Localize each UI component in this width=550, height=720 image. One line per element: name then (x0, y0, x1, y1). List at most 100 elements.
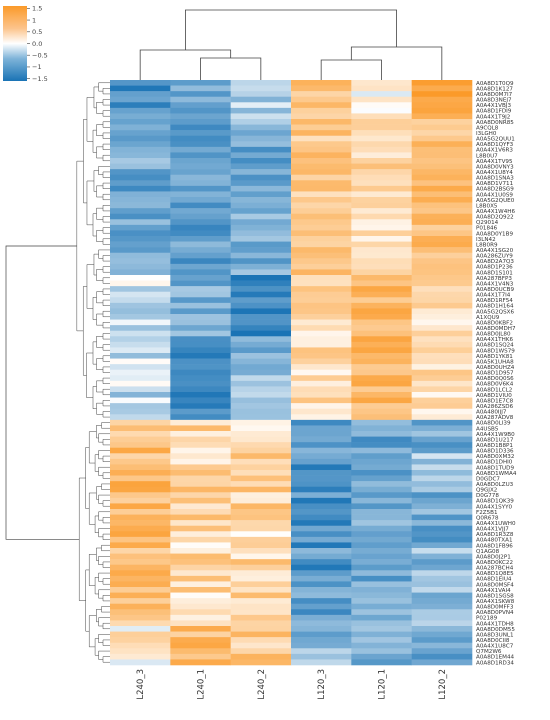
heatmap-cell (230, 146, 292, 153)
heatmap-cell (351, 403, 412, 410)
heatmap-cell (170, 631, 231, 638)
heatmap-cell (170, 514, 231, 521)
heatmap-cell (230, 564, 292, 571)
heatmap-cell (411, 158, 473, 164)
heatmap-cell (411, 224, 473, 231)
heatmap-cell (170, 603, 231, 610)
row-label: A0A4X1W9B0 (476, 432, 515, 438)
heatmap-cell (230, 392, 292, 398)
heatmap-cell (170, 380, 231, 387)
heatmap-cell (291, 653, 352, 660)
heatmap-cell (411, 291, 473, 298)
heatmap-cell (411, 447, 473, 454)
row-dendrogram-branch (96, 425, 102, 439)
row-label: A0A8D1S101 (476, 270, 513, 276)
heatmap-cell (291, 581, 352, 588)
heatmap-cell (291, 414, 352, 421)
heatmap-cell (230, 286, 292, 293)
row-dendrogram-branch (102, 266, 110, 273)
heatmap-cell (291, 637, 352, 644)
heatmap-cell (110, 481, 171, 488)
column-dendrogram-branch (320, 59, 382, 80)
row-label: A0A8D1B8P1 (476, 443, 513, 449)
heatmap-cell (110, 213, 171, 220)
heatmap-cell (170, 336, 231, 343)
heatmap-cell (291, 96, 352, 103)
heatmap-cell (230, 587, 292, 593)
row-dendrogram-branch (102, 411, 110, 418)
heatmap-cell (230, 497, 292, 504)
row-label: Q0R678 (476, 515, 499, 521)
row-dendrogram-branch (102, 388, 110, 396)
heatmap-cell (230, 230, 292, 237)
heatmap-cell (110, 191, 171, 198)
heatmap-cell (230, 626, 292, 632)
row-dendrogram-branch (102, 121, 110, 128)
heatmap-cell (230, 375, 292, 382)
heatmap-cell (351, 96, 412, 103)
heatmap-cell (170, 520, 231, 527)
heatmap-cell (170, 258, 231, 265)
heatmap-cell (411, 152, 473, 159)
heatmap-cell (230, 124, 292, 131)
heatmap-cell (411, 648, 473, 655)
heatmap-cell (110, 297, 171, 304)
heatmap-cell (291, 247, 352, 254)
heatmap-cell (411, 470, 473, 476)
row-dendrogram-branch (102, 561, 110, 568)
heatmap-cell (411, 208, 473, 215)
heatmap-cells (110, 80, 473, 666)
heatmap-cell (230, 470, 292, 476)
heatmap-cell (411, 258, 473, 265)
heatmap-cell (291, 241, 352, 248)
heatmap-cell (411, 475, 473, 482)
heatmap-cell (110, 275, 171, 281)
heatmap-cell (291, 280, 352, 287)
heatmap-cell (291, 592, 352, 599)
row-dendrogram-branch (102, 99, 110, 106)
row-dendrogram-branch (102, 299, 110, 306)
heatmap-cell (351, 107, 412, 114)
heatmap-cell (411, 520, 473, 527)
row-dendrogram-branch (98, 249, 110, 259)
heatmap-cell (230, 241, 292, 248)
heatmap-cell (351, 559, 412, 566)
heatmap-cell (411, 347, 473, 354)
row-label: A0A8D0VNY3 (476, 164, 514, 170)
heatmap-cell (291, 308, 352, 315)
heatmap-cell (170, 470, 231, 476)
heatmap-cell (230, 475, 292, 482)
column-dendrogram-branch (139, 49, 232, 80)
heatmap-cell (170, 614, 231, 621)
row-dendrogram-branch (102, 238, 110, 245)
heatmap-cell (170, 286, 231, 293)
heatmap-cell (351, 141, 412, 148)
heatmap-cell (110, 631, 171, 638)
heatmap-cell (170, 197, 231, 203)
row-label: Q9GJX2 (476, 488, 497, 494)
heatmap-cell (110, 96, 171, 103)
heatmap-cell (230, 442, 292, 449)
heatmap-cell (110, 130, 171, 137)
heatmap-cell (230, 631, 292, 638)
heatmap-cell (351, 275, 412, 281)
row-label: A1XQU9 (476, 315, 500, 321)
heatmap-cell (170, 581, 231, 588)
heatmap-cell (170, 191, 231, 198)
heatmap-cell (291, 386, 352, 393)
heatmap-cell (411, 236, 473, 242)
heatmap-cell (351, 542, 412, 549)
row-label: A0A5G2QSX6 (476, 309, 514, 315)
row-dendrogram-branch (96, 313, 103, 326)
row-dendrogram-branch (102, 182, 110, 189)
column-dendrogram (139, 9, 443, 80)
heatmap-cell (170, 364, 231, 371)
heatmap-cell (411, 130, 473, 137)
heatmap-cell (411, 353, 473, 359)
row-label: I3LN42 (476, 237, 496, 243)
heatmap-cell (291, 336, 352, 343)
heatmap-cell (110, 369, 171, 376)
heatmap-cell (411, 559, 473, 566)
row-label: A0A8D0NR85 (476, 120, 514, 126)
heatmap-cell (411, 525, 473, 532)
